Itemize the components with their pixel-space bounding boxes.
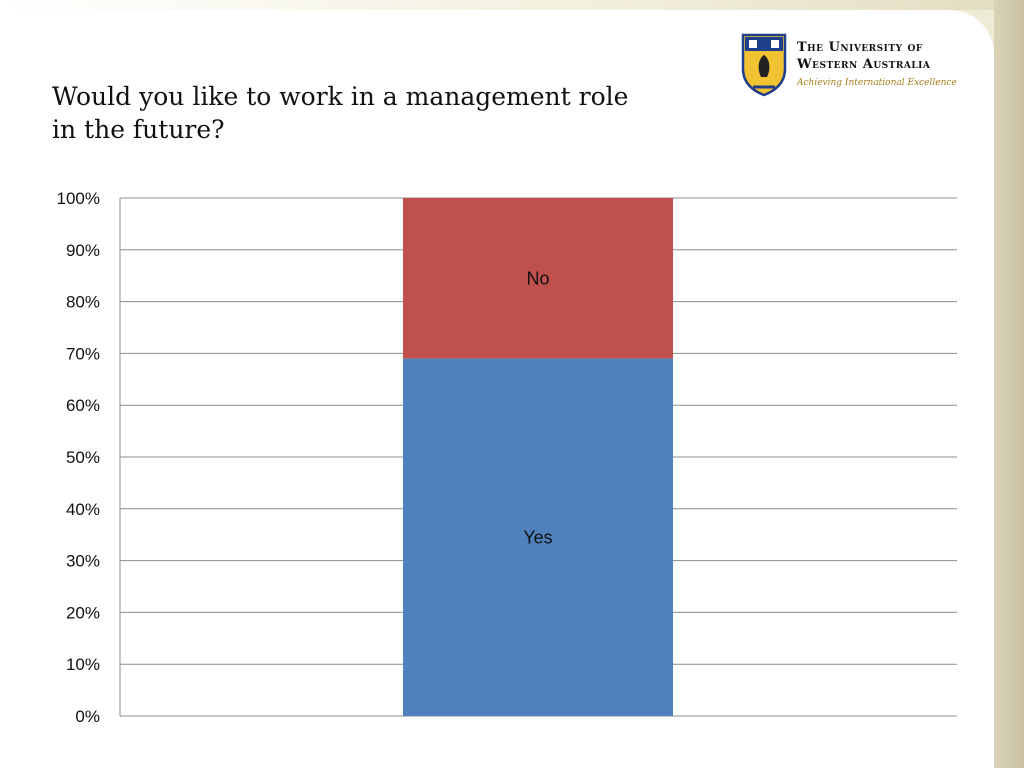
crest-icon bbox=[741, 33, 787, 97]
y-tick-label: 100% bbox=[57, 189, 100, 208]
y-tick-label: 10% bbox=[66, 655, 100, 674]
bar-segment-no bbox=[403, 198, 673, 359]
y-tick-label: 60% bbox=[66, 396, 100, 415]
y-tick-label: 90% bbox=[66, 241, 100, 260]
title-line-1: Would you like to work in a management r… bbox=[52, 82, 629, 111]
y-tick-label: 0% bbox=[75, 707, 100, 726]
university-name-line-1: The University of bbox=[797, 40, 923, 55]
segment-label-no: No bbox=[526, 268, 549, 288]
y-tick-label: 70% bbox=[66, 344, 100, 363]
bar-segment-yes bbox=[403, 358, 673, 716]
university-name-line-2: Western Australia bbox=[797, 57, 931, 72]
title-line-2: in the future? bbox=[52, 115, 225, 144]
y-tick-label: 20% bbox=[66, 603, 100, 622]
y-tick-label: 80% bbox=[66, 293, 100, 312]
segment-label-yes: Yes bbox=[523, 527, 552, 547]
university-logo: The University of Western Australia Achi… bbox=[741, 33, 961, 99]
y-tick-label: 50% bbox=[66, 448, 100, 467]
y-tick-label: 30% bbox=[66, 552, 100, 571]
y-tick-label: 40% bbox=[66, 500, 100, 519]
university-motto: Achieving International Excellence bbox=[797, 78, 957, 88]
top-border bbox=[0, 0, 1024, 10]
page-title: Would you like to work in a management r… bbox=[52, 80, 652, 146]
right-border bbox=[994, 0, 1024, 768]
